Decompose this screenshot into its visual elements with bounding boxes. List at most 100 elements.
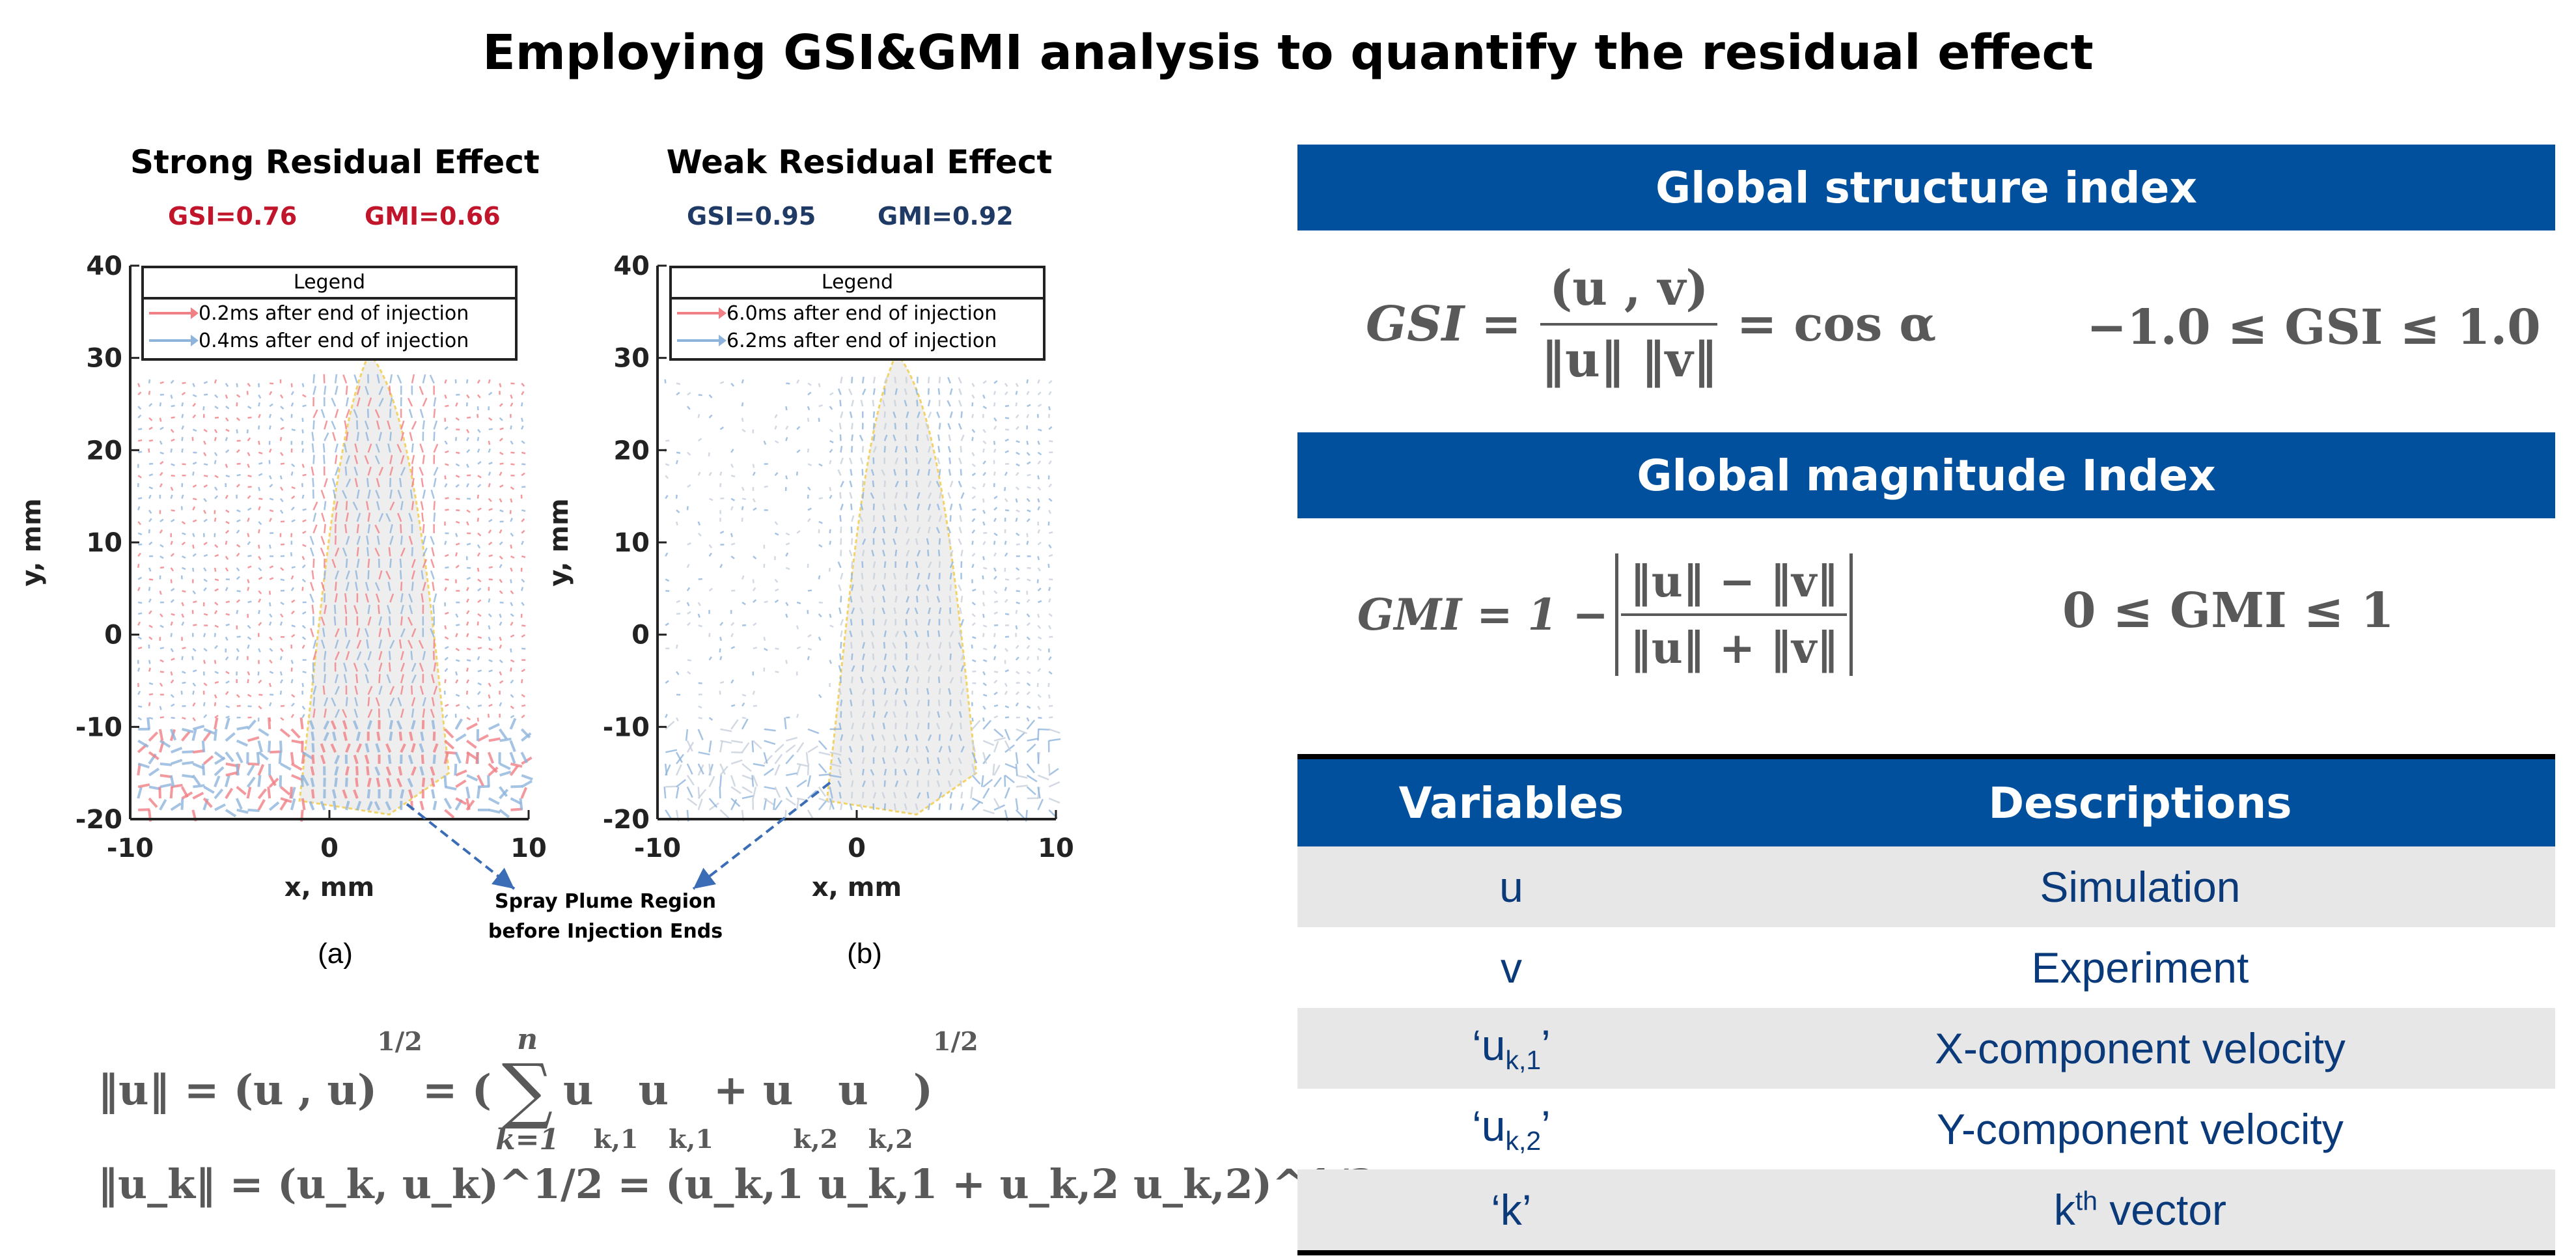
vector-arrow [280,717,284,721]
vector-arrow [225,732,236,742]
vector-arrow [356,651,362,661]
vector-arrow [419,743,424,753]
vector-arrow [840,445,843,453]
vector-arrow [203,660,206,664]
vector-arrow [192,428,197,432]
vector-arrow [861,653,865,660]
vector-arrow [323,720,330,730]
vector-arrow [311,674,314,684]
vector-arrow [949,503,953,510]
vector-arrow [719,636,723,641]
vector-arrow [488,647,493,651]
vector-arrow [477,507,482,511]
vector-arrow [927,676,930,684]
vector-arrow [214,694,217,699]
vector-arrow [400,454,405,464]
vector-arrow [279,621,283,626]
vector-arrow [499,644,503,649]
vector-arrow [367,686,373,695]
vector-arrow [396,720,403,730]
vector-arrow [893,572,896,580]
vector-arrow [334,443,339,453]
vector-arrow [182,761,194,765]
vector-arrow [214,609,218,615]
vector-arrow [785,786,793,798]
vector-arrow [993,496,998,499]
vector-arrow [1004,540,1007,545]
vector-arrow [982,509,986,514]
vector-arrow [487,751,495,764]
vector-arrow [411,454,415,464]
vector-arrow [170,486,174,491]
vector-arrow [258,705,262,710]
vector-arrow [510,567,513,572]
vector-arrow [367,558,370,568]
vector-arrow [399,570,402,580]
vector-arrow [324,478,328,488]
vector-arrow [159,471,163,477]
vector-arrow [225,464,229,468]
vector-arrow [225,656,229,661]
vector-arrow [430,536,435,545]
vector-arrow [521,463,526,466]
vector-arrow [499,737,512,742]
vector-arrow [331,789,337,799]
vector-arrow [982,575,984,580]
vector-arrow [378,570,383,580]
vector-arrow [719,690,721,695]
vector-arrow [949,457,952,464]
vector-arrow [466,449,471,453]
vector-arrow [203,553,208,557]
vector-arrow [949,584,952,591]
vector-arrow [915,388,919,395]
vector-arrow [675,460,678,464]
vector-arrow [785,437,788,441]
vector-arrow [203,714,208,719]
vector-arrow [829,613,832,618]
vector-arrow [477,544,481,549]
vector-arrow [510,679,514,684]
vector-arrow [385,801,392,811]
vector-arrow [455,693,460,697]
desc-post: vector [2097,1186,2227,1234]
vector-arrow [993,671,999,673]
table-row: u Simulation [1297,846,2555,927]
vector-arrow [829,774,842,778]
vector-arrow [444,540,447,545]
vector-arrow [311,432,314,441]
vector-arrow [829,460,832,464]
vector-arrow [917,503,921,510]
sum-bottom: k=1 [495,1123,560,1156]
vector-arrow [520,751,529,764]
vector-arrow [1016,728,1028,734]
vector-arrow [477,475,482,479]
vector-arrow [993,715,999,719]
vector-arrow [741,742,750,753]
vector-arrow [982,613,985,618]
vector-arrow [719,471,723,476]
vector-arrow [421,593,424,603]
vector-arrow [170,567,174,572]
vector-arrow [848,388,853,395]
vector-arrow [345,478,352,488]
vector-arrow [193,784,205,789]
vector-arrow [170,599,174,603]
vector-arrow [774,413,778,419]
vector-arrow [785,532,790,536]
vector-arrow [334,674,339,684]
vector-arrow [137,451,143,454]
vector-arrow [171,463,175,466]
vector-arrow [389,697,395,706]
vector-arrow [312,639,317,649]
vector-arrow [510,498,513,503]
vector-arrow [871,641,875,649]
vector-arrow [938,423,941,430]
vector-arrow [785,542,790,546]
vector-arrow [192,462,197,465]
vector-arrow [949,769,954,776]
vector-arrow [859,804,864,811]
vector-arrow [916,399,919,407]
vector-arrow [805,751,809,764]
vector-arrow [203,633,206,637]
vector-arrow [421,570,424,580]
